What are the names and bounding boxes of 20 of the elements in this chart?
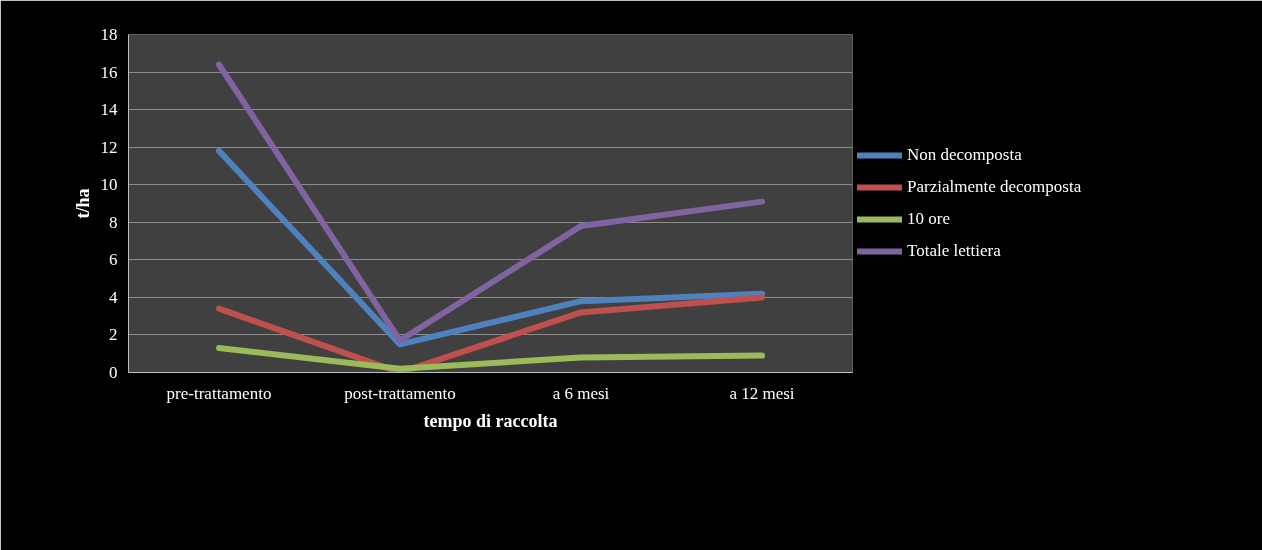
legend-label: Parzialmente decomposta bbox=[907, 177, 1082, 197]
legend-label: Totale lettiera bbox=[907, 241, 1001, 261]
x-tick-label: a 12 mesi bbox=[729, 383, 795, 403]
y-tick-label: 2 bbox=[109, 325, 118, 345]
x-tick-label: a 6 mesi bbox=[552, 383, 610, 403]
y-tick-label: 18 bbox=[100, 25, 118, 44]
legend-label: 10 ore bbox=[907, 209, 950, 229]
y-tick-label: 16 bbox=[100, 62, 118, 82]
y-tick-label: 12 bbox=[100, 137, 118, 157]
legend-label: Non decomposta bbox=[907, 145, 1022, 165]
x-tick-label: pre-trattamento bbox=[166, 383, 272, 403]
y-tick-label: 14 bbox=[100, 100, 118, 120]
y-tick-label: 8 bbox=[109, 212, 118, 232]
y-tick-label: 10 bbox=[100, 175, 118, 195]
x-axis-title: tempo di raccolta bbox=[423, 410, 558, 431]
y-tick-label: 0 bbox=[109, 363, 118, 382]
y-axis-title: t/ha bbox=[72, 188, 93, 219]
x-tick-label: post-trattamento bbox=[344, 383, 456, 403]
y-tick-label: 6 bbox=[109, 250, 118, 270]
y-tick-label: 4 bbox=[109, 287, 118, 307]
